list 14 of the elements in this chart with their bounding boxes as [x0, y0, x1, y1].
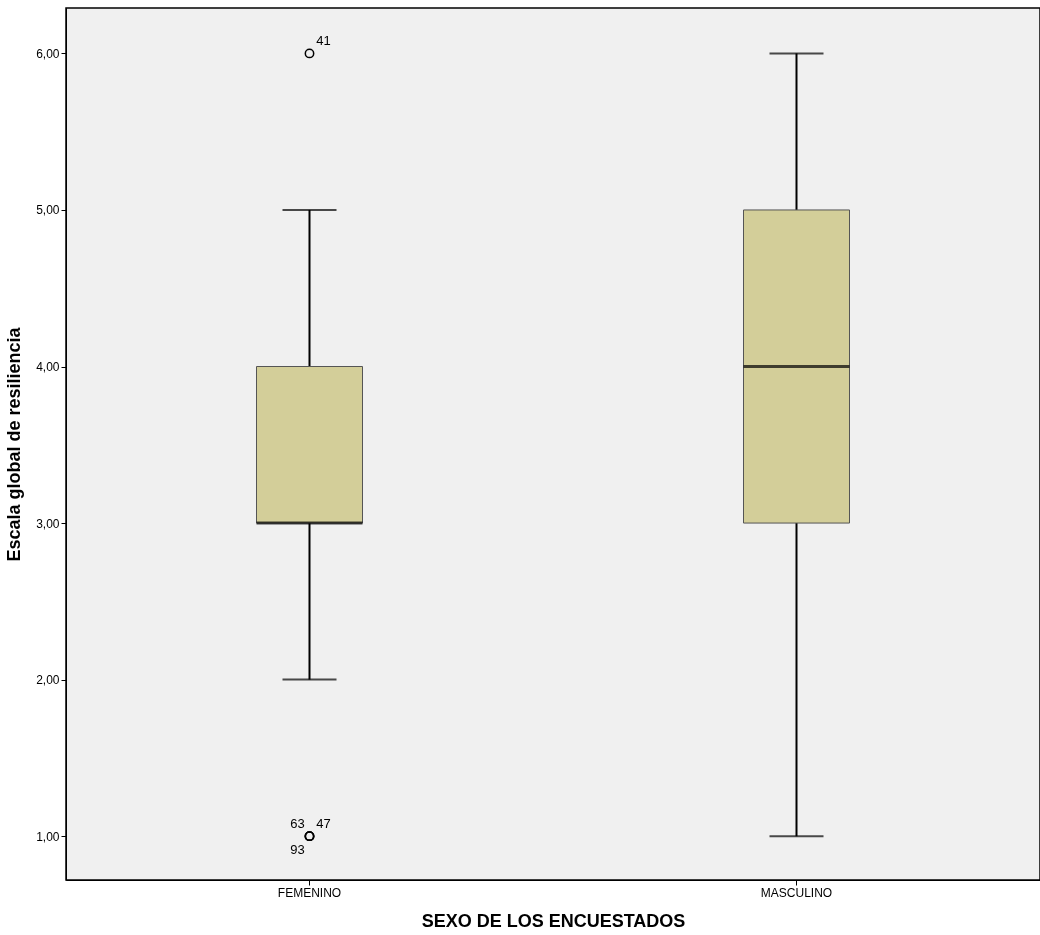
y-tick-label: 2,00 [36, 673, 60, 688]
annotation: 93 [290, 842, 305, 858]
y-axis-title: Escala global de resiliencia [4, 326, 25, 562]
y-tick-label: 4,00 [36, 360, 60, 375]
y-tick-label: 6,00 [36, 46, 60, 61]
y-tick-label: 1,00 [36, 829, 60, 844]
x-axis-title: SEXO DE LOS ENCUESTADOS [421, 910, 686, 931]
annotation: 63 [290, 816, 305, 832]
annotation: 47 [316, 816, 331, 832]
x-tick-label: FEMENINO [277, 885, 342, 900]
y-tick-label: 3,00 [36, 516, 60, 531]
annotation: 41 [316, 33, 331, 49]
x-tick-label: MASCULINO [760, 885, 833, 900]
y-tick-label: 5,00 [36, 203, 60, 218]
